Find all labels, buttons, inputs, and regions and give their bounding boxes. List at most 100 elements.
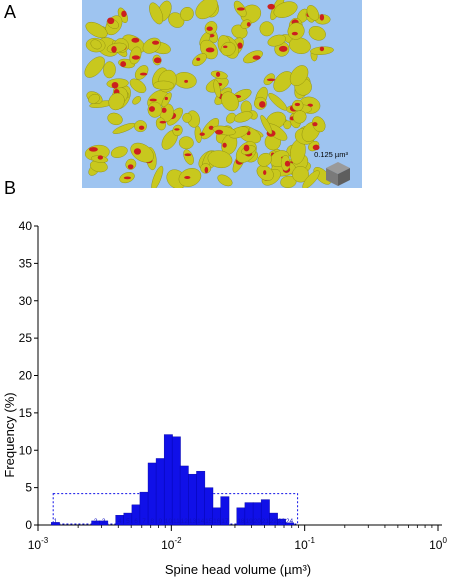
x-axis-label: Spine head volume (µm³) bbox=[165, 562, 311, 577]
y-tick-label: 25 bbox=[19, 331, 33, 345]
spine-shape bbox=[221, 91, 239, 112]
scale-bar-label: 0.125 µm³ bbox=[314, 150, 348, 159]
spine-shape bbox=[306, 5, 320, 21]
bin-label: 17 bbox=[221, 518, 229, 525]
micrograph-image: 0.125 µm³ bbox=[82, 0, 362, 188]
spine-head-mark bbox=[111, 46, 117, 53]
spine-shape bbox=[103, 61, 116, 79]
spine-shape bbox=[147, 101, 163, 118]
spine-head-mark bbox=[215, 129, 224, 135]
histogram-bar bbox=[163, 434, 173, 526]
histogram-bar bbox=[179, 465, 189, 526]
histogram-bar bbox=[204, 487, 214, 526]
spine-shape bbox=[213, 79, 221, 98]
histogram-bar bbox=[99, 520, 109, 526]
spine-shape bbox=[183, 149, 194, 165]
spine-head-mark bbox=[184, 79, 189, 83]
spine-shape bbox=[130, 142, 154, 163]
spine-head-mark bbox=[127, 164, 134, 170]
bin-label: 3 bbox=[102, 518, 106, 525]
spine-head-mark bbox=[133, 148, 142, 155]
spine-shape bbox=[240, 4, 262, 24]
bin-label: 2 bbox=[94, 518, 98, 525]
histogram-bar bbox=[220, 496, 230, 526]
spine-cluster bbox=[84, 0, 334, 188]
spine-shape bbox=[180, 6, 194, 22]
spine-head-mark bbox=[149, 98, 157, 102]
spine-shape bbox=[149, 2, 164, 25]
x-tick-label: 10-2 bbox=[161, 536, 182, 552]
spine-shape bbox=[195, 0, 218, 20]
bin-label: 1 bbox=[54, 518, 58, 525]
spine-head-mark bbox=[148, 106, 155, 112]
bin-label: 14 bbox=[197, 518, 205, 525]
y-tick-label: 40 bbox=[19, 219, 33, 233]
spine-head-mark bbox=[237, 42, 243, 49]
spine-shape bbox=[229, 126, 249, 139]
bin-label: 23 bbox=[278, 518, 286, 525]
x-tick-label: 100 bbox=[429, 536, 447, 552]
spine-shape bbox=[259, 21, 274, 37]
bin-label: 19 bbox=[245, 518, 253, 525]
spine-head-mark bbox=[159, 120, 167, 124]
spine-shape bbox=[207, 150, 233, 169]
bin-label: 7 bbox=[142, 518, 146, 525]
spine-head-mark bbox=[152, 40, 160, 45]
spine-shape bbox=[308, 26, 326, 41]
bin-label: 8 bbox=[150, 518, 154, 525]
spine-head-mark bbox=[88, 147, 98, 152]
y-tick-label: 0 bbox=[25, 518, 32, 532]
spine-head-mark bbox=[294, 102, 301, 107]
spine-head-mark bbox=[199, 132, 205, 136]
spine-head-mark bbox=[267, 3, 275, 10]
spine-shape bbox=[85, 21, 108, 38]
spine-shape bbox=[132, 96, 142, 105]
spine-head-mark bbox=[312, 122, 318, 127]
bin-label: 18 bbox=[237, 518, 245, 525]
spine-shape bbox=[292, 166, 309, 183]
spine-shape bbox=[108, 92, 125, 111]
spine-shape bbox=[178, 136, 194, 150]
bin-label: 13 bbox=[189, 518, 197, 525]
bin-label: 10 bbox=[165, 518, 173, 525]
spine-shape bbox=[151, 165, 164, 188]
spine-head-mark bbox=[319, 46, 325, 52]
spine-head-mark bbox=[263, 170, 267, 176]
spine-shape bbox=[283, 120, 292, 130]
x-tick-label: 10-3 bbox=[28, 536, 49, 552]
spine-shape bbox=[289, 65, 309, 86]
spine-head-mark bbox=[164, 96, 168, 101]
spine-shape bbox=[90, 39, 102, 50]
histogram-bar bbox=[260, 499, 270, 526]
bin-label: 16 bbox=[213, 518, 221, 525]
panel-a-letter: A bbox=[4, 2, 17, 22]
spine-head-mark bbox=[120, 61, 127, 68]
bin-label: 6 bbox=[134, 518, 138, 525]
spine-head-mark bbox=[204, 166, 209, 174]
spine-shape bbox=[257, 152, 272, 167]
bin-label: 20 bbox=[254, 518, 262, 525]
spine-shape bbox=[129, 78, 147, 94]
bin-label: 5 bbox=[126, 518, 130, 525]
spine-head-mark bbox=[278, 45, 288, 52]
spine-head-mark bbox=[205, 47, 215, 53]
histogram-bar bbox=[155, 458, 165, 526]
spine-shape bbox=[312, 116, 326, 133]
spine-shape bbox=[267, 34, 286, 47]
spine-shape bbox=[273, 1, 298, 18]
y-tick-label: 30 bbox=[19, 294, 33, 308]
scale-cube-icon bbox=[326, 162, 350, 186]
bin-label: 24 bbox=[286, 518, 294, 525]
y-axis-label: Frequency (%) bbox=[2, 392, 17, 477]
histogram-bar bbox=[285, 522, 294, 526]
bin-label: 11 bbox=[173, 518, 180, 525]
spine-shape bbox=[182, 112, 192, 123]
spine-head-mark bbox=[111, 81, 119, 89]
highlight-box bbox=[52, 493, 299, 525]
x-tick-label: 10-1 bbox=[294, 536, 315, 552]
spine-head-mark bbox=[284, 160, 291, 167]
bin-label: 22 bbox=[270, 518, 278, 525]
spine-shape bbox=[107, 112, 123, 126]
spine-head-mark bbox=[139, 72, 148, 76]
